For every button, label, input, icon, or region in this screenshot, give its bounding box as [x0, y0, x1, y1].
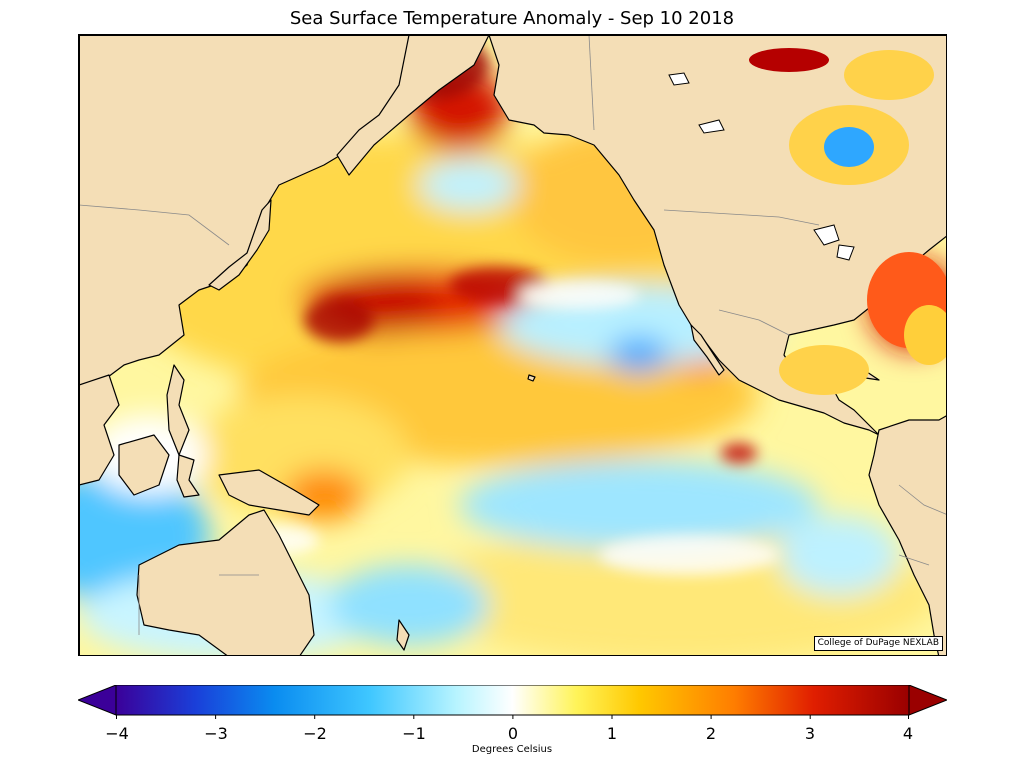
colorbar-tick-label: −2 [303, 724, 327, 743]
south-america [868, 415, 946, 655]
colorbar [78, 685, 947, 719]
sst-anomaly-map: College of DuPage NEXLAB [78, 34, 947, 656]
colorbar-extend-low [78, 685, 117, 716]
borneo [118, 434, 170, 496]
new-guinea [218, 469, 320, 516]
colorbar-extend-high [908, 685, 947, 716]
political-borders [79, 35, 946, 635]
credit-label: College of DuPage NEXLAB [813, 636, 943, 651]
colorbar-tick-label: 0 [507, 724, 519, 743]
colorbar-tick-label: 4 [902, 724, 914, 743]
kamchatka [336, 35, 490, 176]
colorbar-tick-label: 3 [804, 724, 816, 743]
colorbar-tick-label: −4 [105, 724, 129, 743]
colorbar-tick-label: −3 [204, 724, 228, 743]
sulawesi [176, 454, 200, 498]
colorbar-unit-label: Degrees Celsius [471, 744, 553, 755]
australia [136, 509, 315, 655]
southeast-asia [79, 374, 120, 486]
hawaii [527, 374, 536, 382]
colorbar-tick-label: −1 [402, 724, 426, 743]
colorbar-tick-label: 1 [606, 724, 618, 743]
map-canvas [79, 35, 946, 655]
colorbar-ticks [116, 715, 909, 719]
arctic-islands [668, 72, 725, 134]
atlantic-gulf-waters [749, 48, 946, 395]
colorbar-tick-label: 2 [705, 724, 717, 743]
great-lakes [813, 224, 855, 261]
baja-california [690, 324, 725, 376]
colorbar-gradient [115, 685, 910, 716]
japan [208, 199, 272, 291]
new-zealand [396, 619, 410, 651]
map-title: Sea Surface Temperature Anomaly - Sep 10… [289, 8, 735, 29]
philippines [166, 364, 190, 456]
